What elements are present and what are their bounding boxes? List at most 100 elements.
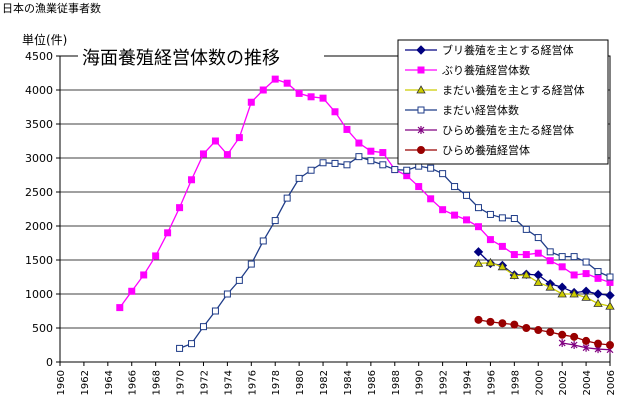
data-point xyxy=(605,301,615,310)
data-point xyxy=(379,161,387,169)
data-point xyxy=(510,320,519,329)
x-tick-label: 1998 xyxy=(510,370,521,395)
data-point xyxy=(474,204,482,212)
y-axis-label: 単位(件) xyxy=(22,32,67,47)
x-tick-label: 1994 xyxy=(463,370,474,395)
data-point xyxy=(152,252,160,260)
data-point xyxy=(451,211,459,219)
data-point xyxy=(473,258,484,267)
data-point xyxy=(463,216,471,224)
data-point xyxy=(522,225,530,233)
data-point xyxy=(271,75,279,83)
data-point xyxy=(463,191,471,199)
legend-item: ブリ養殖を主とする経営体 xyxy=(405,43,574,57)
data-point xyxy=(606,273,614,281)
data-point xyxy=(355,139,363,147)
data-point xyxy=(188,176,196,184)
data-point xyxy=(211,137,219,145)
data-point xyxy=(140,271,148,279)
legend-label: まだい養殖を主とする経営体 xyxy=(442,83,585,97)
data-point xyxy=(427,164,435,172)
x-tick-label: 1984 xyxy=(343,370,354,395)
data-point xyxy=(176,204,184,212)
data-point xyxy=(533,277,543,286)
data-point xyxy=(343,161,351,169)
data-point xyxy=(439,206,447,214)
title-background xyxy=(78,45,324,69)
data-point xyxy=(522,324,531,332)
data-point xyxy=(498,214,506,222)
data-point xyxy=(307,93,315,101)
data-point xyxy=(259,86,267,94)
data-point xyxy=(235,276,243,284)
data-point xyxy=(473,247,484,257)
x-tick-label: 1996 xyxy=(486,370,497,395)
data-point xyxy=(570,271,578,279)
data-point xyxy=(164,229,172,237)
data-point xyxy=(594,268,602,276)
data-point xyxy=(223,151,231,159)
data-point xyxy=(355,153,363,161)
data-point xyxy=(128,287,136,295)
data-point xyxy=(379,149,387,157)
data-point xyxy=(211,307,219,315)
y-axis-ticks: 0 500 1000 1500 2000 2500 3000 3500 4000 4500 xyxy=(25,50,60,369)
data-point xyxy=(509,270,520,280)
data-point xyxy=(581,292,591,301)
data-point xyxy=(295,174,303,182)
data-point xyxy=(199,323,207,331)
data-point xyxy=(546,248,554,256)
legend-marker xyxy=(416,85,426,94)
data-point xyxy=(570,253,578,261)
data-point xyxy=(582,270,590,278)
x-tick-label: 1970 xyxy=(176,370,187,395)
data-point xyxy=(319,94,327,102)
x-tick-label: 1980 xyxy=(295,370,306,395)
data-point xyxy=(331,108,339,116)
legend: ブリ養殖を主とする経営体ぶり養殖経営体数まだい養殖を主とする経営体まだい経営体数… xyxy=(397,39,609,165)
data-point xyxy=(594,274,602,282)
page-title: 日本の漁業従事者数 xyxy=(2,2,101,15)
data-point xyxy=(486,210,494,218)
y-tick-label: 1000 xyxy=(25,288,53,301)
x-tick-label: 2000 xyxy=(534,370,545,395)
data-point xyxy=(391,166,399,174)
data-point xyxy=(474,223,482,231)
data-point xyxy=(558,338,566,347)
data-point xyxy=(451,183,459,191)
data-point xyxy=(534,234,542,242)
data-point xyxy=(570,341,578,349)
legend-label: まだい経営体数 xyxy=(442,103,519,117)
legend-marker xyxy=(417,106,425,114)
x-tick-label: 1972 xyxy=(199,370,210,395)
y-tick-label: 0 xyxy=(46,356,53,369)
x-tick-label: 1968 xyxy=(152,370,163,395)
legend-item: まだい経営体数 xyxy=(405,103,519,117)
x-tick-label: 2006 xyxy=(606,370,617,395)
data-point xyxy=(247,98,255,106)
data-point xyxy=(546,257,554,265)
data-point xyxy=(295,89,303,97)
data-point xyxy=(534,249,542,257)
data-point xyxy=(485,257,496,267)
data-point xyxy=(486,317,495,326)
legend-label: ぶり養殖経営体数 xyxy=(442,63,530,77)
legend-label: ひらめ養殖経営体 xyxy=(442,143,530,157)
series-3 xyxy=(473,257,615,310)
data-point xyxy=(510,251,518,259)
y-tick-label: 4000 xyxy=(25,84,53,97)
data-point xyxy=(415,183,423,191)
data-point xyxy=(546,328,555,337)
x-tick-label: 1962 xyxy=(80,370,91,395)
data-point xyxy=(569,289,579,298)
data-point xyxy=(283,194,291,202)
data-point xyxy=(582,258,590,266)
data-point xyxy=(558,263,566,271)
chart-title: 海面養殖経営体数の推移 xyxy=(82,47,280,69)
data-point xyxy=(439,170,447,178)
data-point xyxy=(593,289,603,299)
series-layer xyxy=(116,75,615,354)
data-point xyxy=(497,261,508,271)
data-point xyxy=(498,242,506,250)
